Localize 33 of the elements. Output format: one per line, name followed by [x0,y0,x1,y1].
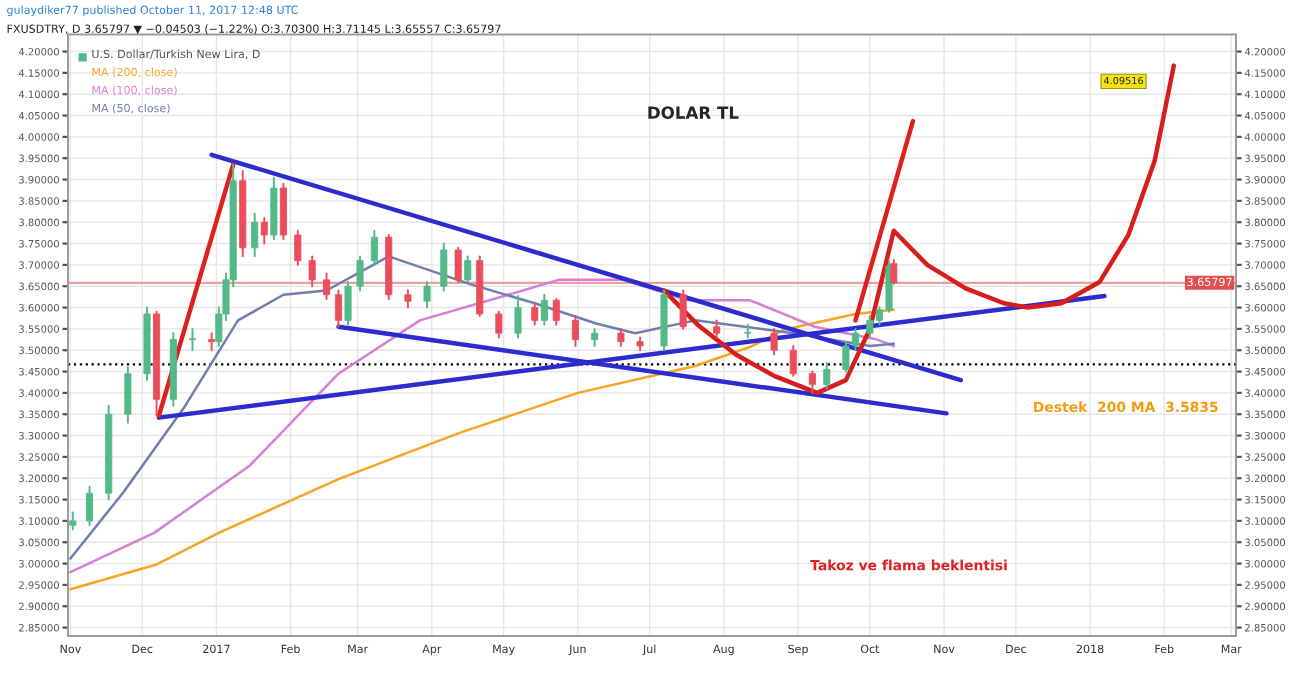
candlestick [571,315,579,347]
candlestick [770,327,778,356]
candlestick [86,485,94,527]
candlestick [308,255,316,288]
candlestick [334,289,343,328]
candlestick [208,332,216,352]
candlestick [514,295,522,339]
candlestick [744,323,752,339]
candlestick [188,327,197,352]
candlestick [260,216,268,245]
candlestick [423,280,431,309]
candlestick [540,293,548,326]
candlestick [279,182,287,241]
candlestick [495,310,503,339]
candlestick [823,362,831,390]
text: DOLAR TL [648,106,739,119]
candlestick [679,289,687,330]
candlestick [531,302,539,326]
candlestick [322,272,331,300]
candlestick [251,212,259,258]
candlestick [294,229,302,266]
candlestick [124,366,132,424]
candlestick [270,176,278,241]
candlestick [890,259,898,285]
candlestick [440,242,448,292]
candlestick [454,246,462,283]
candlestick [789,344,797,377]
candlestick [344,280,352,326]
candlestick [356,255,364,292]
candlestick [464,255,472,283]
candlestick [808,370,816,394]
candlestick [370,229,378,266]
candlestick [552,298,560,326]
